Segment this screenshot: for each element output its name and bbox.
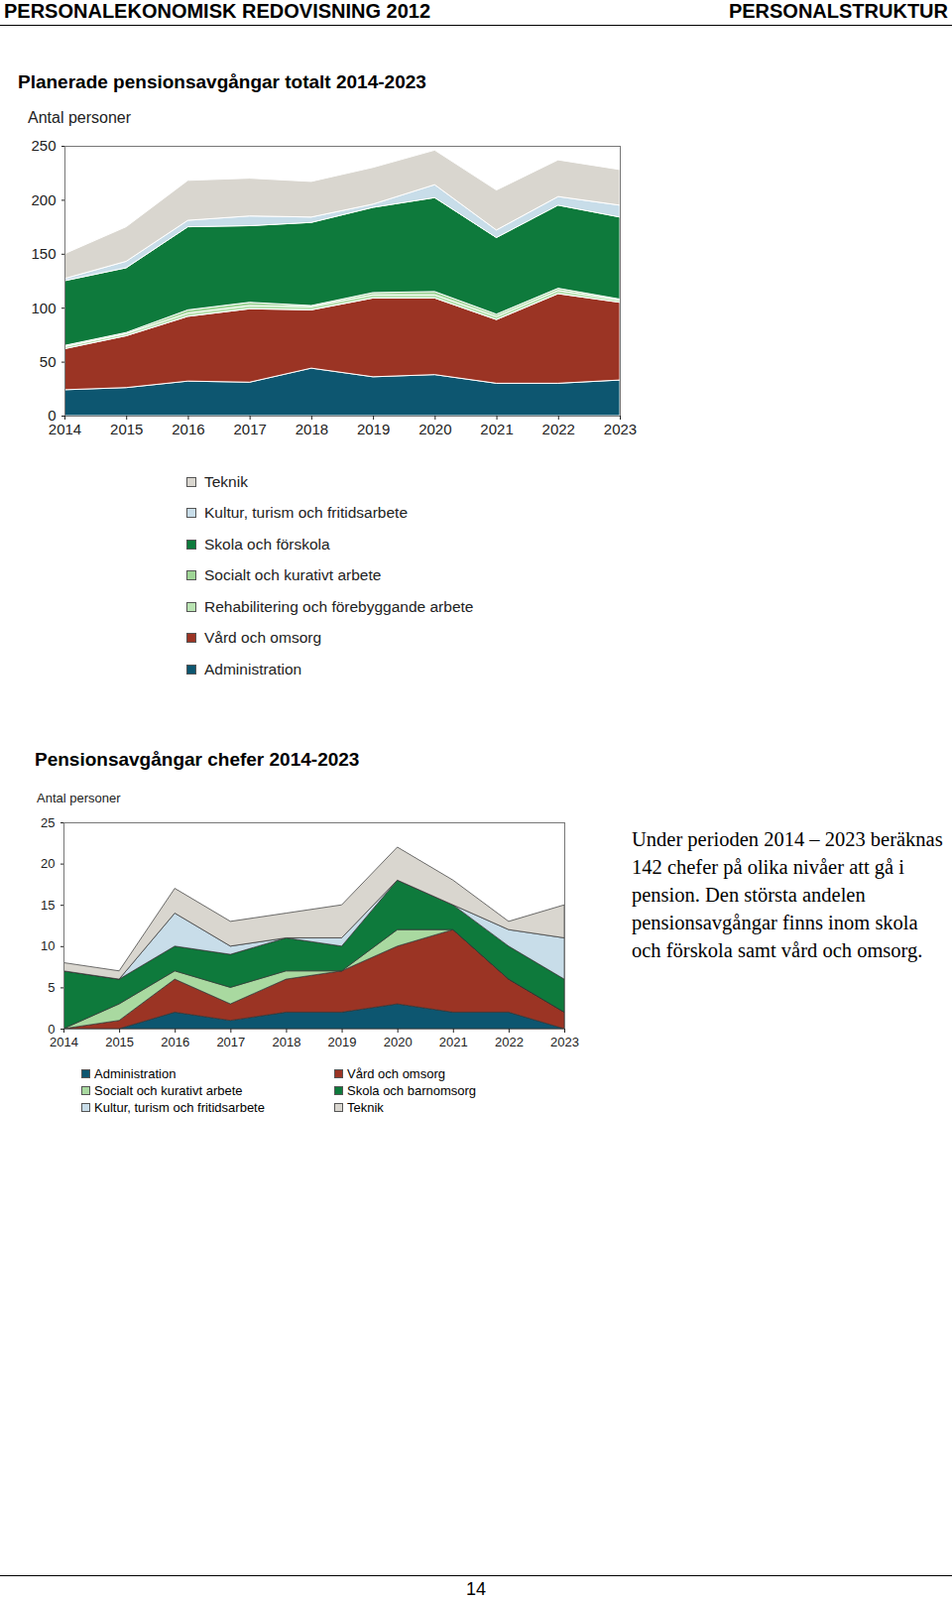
svg-text:5: 5 bbox=[47, 979, 55, 995]
svg-text:2015: 2015 bbox=[110, 420, 143, 438]
svg-text:2022: 2022 bbox=[542, 420, 576, 438]
svg-text:150: 150 bbox=[30, 244, 56, 262]
html-text:Antal personer: Antal personer bbox=[27, 109, 131, 126]
html-text:14: 14 bbox=[466, 1578, 486, 1599]
svg-text:2017: 2017 bbox=[233, 420, 266, 438]
svg-text:100: 100 bbox=[30, 299, 56, 317]
html-text:PERSONALSTRUKTUR: PERSONALSTRUKTUR bbox=[728, 0, 949, 22]
svg-text:2014: 2014 bbox=[49, 1034, 79, 1050]
html-text:Socialt och kurativt arbete: Socialt och kurativt arbete bbox=[94, 1082, 243, 1098]
html-text:Rehabilitering och förebyggand: Rehabilitering och förebyggande arbete bbox=[204, 597, 474, 615]
html-text:Skola och barnomsorg: Skola och barnomsorg bbox=[347, 1082, 477, 1098]
svg-text:2023: 2023 bbox=[603, 420, 637, 438]
svg-text:2020: 2020 bbox=[383, 1034, 413, 1050]
svg-text:50: 50 bbox=[39, 353, 57, 370]
svg-text:2018: 2018 bbox=[271, 1034, 301, 1050]
svg-text:15: 15 bbox=[40, 897, 55, 913]
html-text:Administration: Administration bbox=[204, 660, 302, 678]
html-text:Antal personer: Antal personer bbox=[36, 790, 121, 806]
svg-text:2014: 2014 bbox=[48, 420, 82, 438]
svg-text:10: 10 bbox=[40, 938, 55, 953]
svg-text:2018: 2018 bbox=[295, 420, 329, 438]
html-text:Administration: Administration bbox=[94, 1066, 176, 1081]
svg-text:20: 20 bbox=[40, 855, 55, 871]
html-text:Socialt och kurativt arbete: Socialt och kurativt arbete bbox=[204, 566, 382, 584]
html-text:Kultur, turism och fritidsarbe: Kultur, turism och fritidsarbete bbox=[94, 1099, 265, 1115]
svg-text:2023: 2023 bbox=[550, 1034, 580, 1050]
html-text:Teknik: Teknik bbox=[204, 472, 248, 490]
svg-text:2015: 2015 bbox=[105, 1034, 134, 1050]
html-text:Pensionsavgångar chefer 2014-2: Pensionsavgångar chefer 2014-2023 bbox=[34, 748, 360, 770]
html-text:Under perioden 2014 – 2023 ber: Under perioden 2014 – 2023 beräknas 142 … bbox=[631, 828, 943, 961]
svg-text:2016: 2016 bbox=[160, 1034, 190, 1050]
svg-text:2016: 2016 bbox=[171, 420, 205, 438]
html-text:Vård och omsorg: Vård och omsorg bbox=[347, 1066, 446, 1081]
html-text:Teknik: Teknik bbox=[347, 1099, 384, 1115]
svg-text:200: 200 bbox=[30, 191, 56, 209]
svg-text:2020: 2020 bbox=[418, 420, 452, 438]
svg-text:2021: 2021 bbox=[439, 1034, 469, 1050]
html-text:Planerade pensionsavgångar tot: Planerade pensionsavgångar totalt 2014-2… bbox=[17, 71, 427, 93]
svg-text:2019: 2019 bbox=[357, 420, 390, 438]
html-text:Vård och omsorg: Vård och omsorg bbox=[204, 629, 322, 646]
svg-text:250: 250 bbox=[30, 136, 56, 154]
svg-text:0: 0 bbox=[47, 406, 56, 424]
svg-text:25: 25 bbox=[40, 815, 55, 831]
html-text:Kultur, turism och fritidsarbe: Kultur, turism och fritidsarbete bbox=[204, 504, 408, 521]
svg-text:2019: 2019 bbox=[328, 1034, 357, 1050]
html-text:PERSONALEKONOMISK REDOVISNING: PERSONALEKONOMISK REDOVISNING 2012 bbox=[3, 0, 431, 22]
svg-text:2021: 2021 bbox=[479, 420, 513, 438]
html-text:Skola och förskola: Skola och förskola bbox=[204, 535, 330, 553]
svg-text:2017: 2017 bbox=[216, 1034, 245, 1050]
svg-text:2022: 2022 bbox=[494, 1034, 524, 1050]
svg-text:0: 0 bbox=[47, 1021, 55, 1037]
